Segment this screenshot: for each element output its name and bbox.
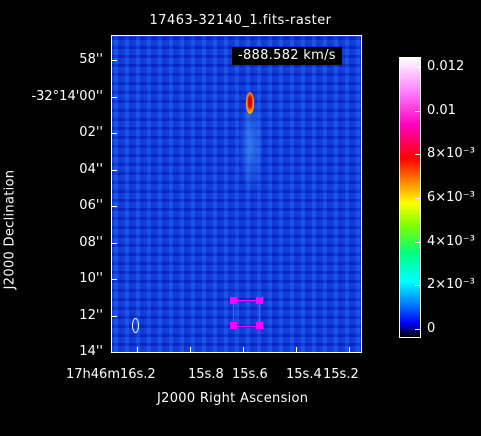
x-tick xyxy=(349,347,350,353)
colorbar-tick xyxy=(415,242,420,243)
y-tick xyxy=(111,243,117,244)
x-tick xyxy=(190,347,191,353)
emission-peak xyxy=(246,92,254,114)
x-tick-label: 15s.6 xyxy=(232,367,268,382)
y-tick-label: 10'' xyxy=(79,271,103,286)
y-tick-label: 12'' xyxy=(79,308,103,323)
region-handle-bottom-left[interactable] xyxy=(230,322,237,329)
y-tick xyxy=(111,170,117,171)
y-tick xyxy=(111,316,117,317)
x-tick-label: 15s.8 xyxy=(188,367,224,382)
y-tick-label: 04'' xyxy=(79,162,103,177)
raster-image[interactable] xyxy=(111,35,362,353)
x-tick xyxy=(137,347,138,353)
region-handle-top-right[interactable] xyxy=(256,297,263,304)
y-tick xyxy=(111,133,117,134)
colorbar-tick xyxy=(415,285,420,286)
x-axis-title: J2000 Right Ascension xyxy=(157,391,309,406)
y-tick xyxy=(111,279,117,280)
image-title: 17463-32140_1.fits-raster xyxy=(149,13,332,28)
y-axis-title: J2000 Declination xyxy=(2,169,18,290)
y-tick-label: 58'' xyxy=(79,52,103,67)
region-box[interactable] xyxy=(233,300,260,327)
x-tick-label: 15s.2 xyxy=(323,367,359,382)
region-handle-bottom-right[interactable] xyxy=(256,322,263,329)
colorbar xyxy=(399,57,421,338)
colorbar-label: 8×10⁻³ xyxy=(427,146,475,161)
colorbar-label: 0.01 xyxy=(427,103,456,118)
colorbar-label: 4×10⁻³ xyxy=(427,234,475,249)
x-tick xyxy=(296,347,297,353)
y-tick-label: 06'' xyxy=(79,198,103,213)
colorbar-label: 6×10⁻³ xyxy=(427,190,475,205)
colorbar-label: 2×10⁻³ xyxy=(427,277,475,292)
y-tick xyxy=(111,97,117,98)
y-tick-label: -32°14'00'' xyxy=(31,89,103,104)
colorbar-tick xyxy=(415,198,420,199)
colorbar-tick xyxy=(415,67,420,68)
x-tick-label: 15s.4 xyxy=(286,367,322,382)
y-tick xyxy=(111,60,117,61)
colorbar-label: 0.012 xyxy=(427,59,465,74)
x-tick xyxy=(243,347,244,353)
y-tick xyxy=(111,206,117,207)
colorbar-tick xyxy=(415,111,420,112)
colorbar-tick xyxy=(415,154,420,155)
y-tick xyxy=(111,352,117,353)
x-tick-label: 17h46m16s.2 xyxy=(66,367,156,382)
velocity-label: -888.582 km/s xyxy=(232,47,342,65)
colorbar-tick xyxy=(415,329,420,330)
region-handle-top-left[interactable] xyxy=(230,297,237,304)
plot-frame xyxy=(111,35,362,353)
beam-ellipse xyxy=(132,318,139,333)
y-tick-label: 08'' xyxy=(79,235,103,250)
colorbar-label: 0 xyxy=(427,321,436,336)
y-tick-label: 02'' xyxy=(79,125,103,140)
y-tick-label: 14'' xyxy=(79,344,103,359)
